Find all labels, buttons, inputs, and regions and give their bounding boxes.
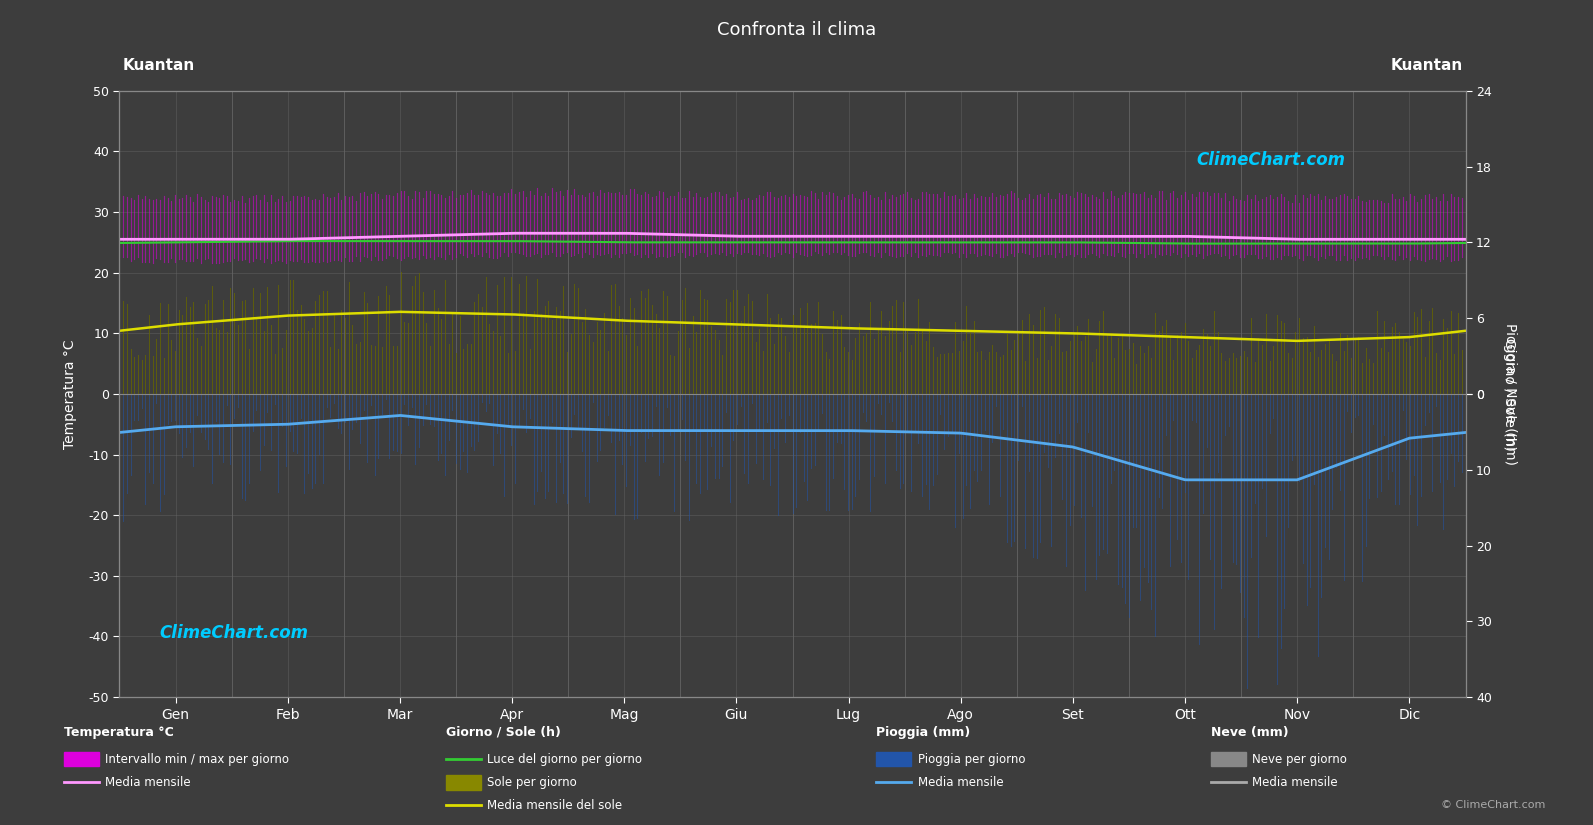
Text: Neve per giorno: Neve per giorno (1252, 752, 1348, 766)
Text: © ClimeChart.com: © ClimeChart.com (1440, 800, 1545, 810)
Text: Sole per giorno: Sole per giorno (487, 776, 577, 789)
Y-axis label: Giorno / Sole (h): Giorno / Sole (h) (1502, 337, 1517, 450)
Text: Media mensile del sole: Media mensile del sole (487, 799, 623, 812)
Text: Kuantan: Kuantan (1391, 58, 1462, 73)
Text: Kuantan: Kuantan (123, 58, 194, 73)
Text: ClimeChart.com: ClimeChart.com (159, 625, 309, 643)
Text: Media mensile: Media mensile (1252, 776, 1338, 789)
Text: Neve (mm): Neve (mm) (1211, 726, 1289, 739)
Text: Temperatura °C: Temperatura °C (64, 726, 174, 739)
Text: Giorno / Sole (h): Giorno / Sole (h) (446, 726, 561, 739)
Y-axis label: Pioggia / Neve (mm): Pioggia / Neve (mm) (1502, 323, 1517, 465)
Text: Confronta il clima: Confronta il clima (717, 21, 876, 39)
Y-axis label: Temperatura °C: Temperatura °C (64, 339, 78, 449)
Text: Pioggia (mm): Pioggia (mm) (876, 726, 970, 739)
Text: Media mensile: Media mensile (105, 776, 191, 789)
Text: Pioggia per giorno: Pioggia per giorno (918, 752, 1024, 766)
Text: Luce del giorno per giorno: Luce del giorno per giorno (487, 752, 642, 766)
Text: Media mensile: Media mensile (918, 776, 1004, 789)
Text: ClimeChart.com: ClimeChart.com (1196, 151, 1346, 169)
Text: Intervallo min / max per giorno: Intervallo min / max per giorno (105, 752, 290, 766)
